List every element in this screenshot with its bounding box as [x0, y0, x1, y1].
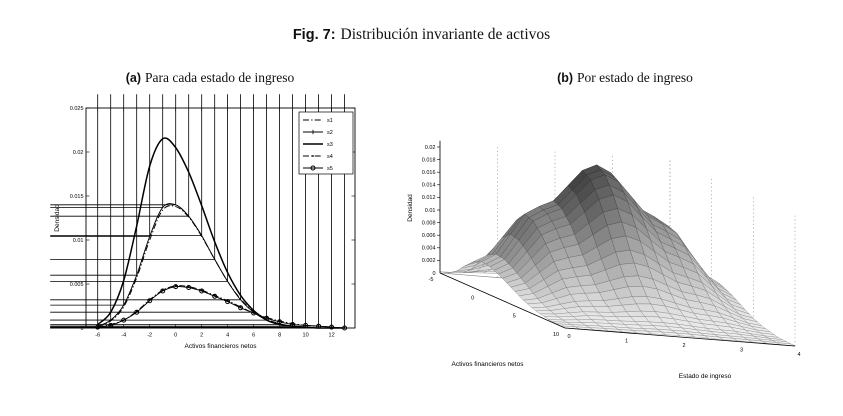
svg-text:s1: s1: [327, 118, 333, 124]
svg-text:Activos financieros netos: Activos financieros netos: [452, 361, 525, 368]
density-surface-chart: 0.002 0.004 0.006 0.008 0.01 0.012 0.014 0.016 0…: [407, 140, 801, 380]
svg-text:-5: -5: [429, 277, 434, 283]
figure-caption-label: Fig. 7:: [292, 27, 336, 43]
svg-text:0.016: 0.016: [422, 170, 436, 176]
svg-text:Activos financieros netos: Activos financieros netos: [185, 343, 258, 350]
svg-text:-2: -2: [147, 333, 152, 339]
svg-text:0.01: 0.01: [425, 208, 436, 214]
svg-text:3: 3: [740, 348, 743, 354]
svg-text:6: 6: [252, 333, 255, 339]
density-line-chart: -6 -4 -2 0 2 4 6 8 10 12 0.005 0.01 0.015 0.02 0.025 0 s…: [50, 94, 356, 350]
svg-text:10: 10: [553, 332, 559, 338]
svg-text:0: 0: [80, 326, 83, 332]
svg-text:s3: s3: [327, 142, 333, 148]
panel-b-subtitle: (b) Por estado de ingreso: [430, 70, 820, 86]
svg-text:0.01: 0.01: [73, 238, 84, 244]
svg-text:0.025: 0.025: [70, 106, 84, 112]
svg-text:4: 4: [226, 333, 229, 339]
panel-a-label: (a): [125, 71, 142, 85]
svg-text:0.012: 0.012: [422, 195, 436, 201]
svg-text:s5: s5: [327, 166, 333, 172]
svg-text:-6: -6: [95, 333, 100, 339]
svg-text:0.015: 0.015: [70, 194, 84, 200]
svg-text:8: 8: [278, 333, 281, 339]
svg-text:-4: -4: [121, 333, 126, 339]
svg-text:10: 10: [303, 333, 309, 339]
svg-text:2: 2: [682, 343, 685, 349]
svg-text:1: 1: [625, 339, 628, 345]
svg-text:Densidad: Densidad: [54, 204, 61, 232]
svg-text:0.02: 0.02: [73, 150, 84, 156]
panel-a-subtitle: (a) Para cada estado de ingreso: [40, 70, 380, 86]
svg-text:0: 0: [567, 334, 570, 340]
figure-caption-text: Distribución invariante de activos: [340, 26, 551, 43]
svg-text:s4: s4: [327, 154, 333, 160]
svg-text:Densidad: Densidad: [407, 194, 414, 222]
svg-text:0.006: 0.006: [422, 233, 436, 239]
panel-b-title: Por estado de ingreso: [577, 70, 693, 85]
svg-text:s2: s2: [327, 130, 333, 136]
svg-text:0.018: 0.018: [422, 157, 436, 163]
figure-caption: Fig. 7: Distribución invariante de activo…: [0, 26, 843, 44]
svg-text:0.02: 0.02: [425, 145, 436, 151]
svg-text:0.014: 0.014: [422, 183, 436, 189]
svg-text:0.008: 0.008: [422, 220, 436, 226]
svg-text:0: 0: [471, 295, 474, 301]
svg-text:2: 2: [200, 333, 203, 339]
svg-text:0.002: 0.002: [422, 258, 436, 264]
svg-text:0: 0: [432, 271, 435, 277]
svg-text:0.005: 0.005: [70, 282, 84, 288]
svg-text:5: 5: [513, 314, 516, 320]
svg-text:4: 4: [797, 352, 800, 358]
svg-text:Estado de ingreso: Estado de ingreso: [679, 373, 732, 380]
svg-text:12: 12: [329, 333, 335, 339]
svg-text:0.004: 0.004: [422, 246, 436, 252]
panel-b-label: (b): [557, 71, 574, 85]
panel-a-title: Para cada estado de ingreso: [145, 70, 295, 85]
svg-text:0: 0: [174, 333, 177, 339]
